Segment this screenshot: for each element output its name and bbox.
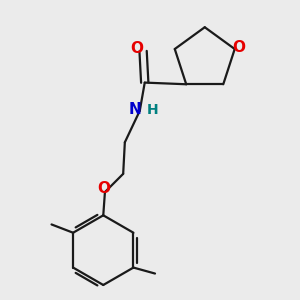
Text: O: O xyxy=(232,40,245,55)
Text: O: O xyxy=(97,181,110,196)
Text: O: O xyxy=(130,41,144,56)
Text: H: H xyxy=(147,103,158,117)
Text: N: N xyxy=(129,102,142,117)
